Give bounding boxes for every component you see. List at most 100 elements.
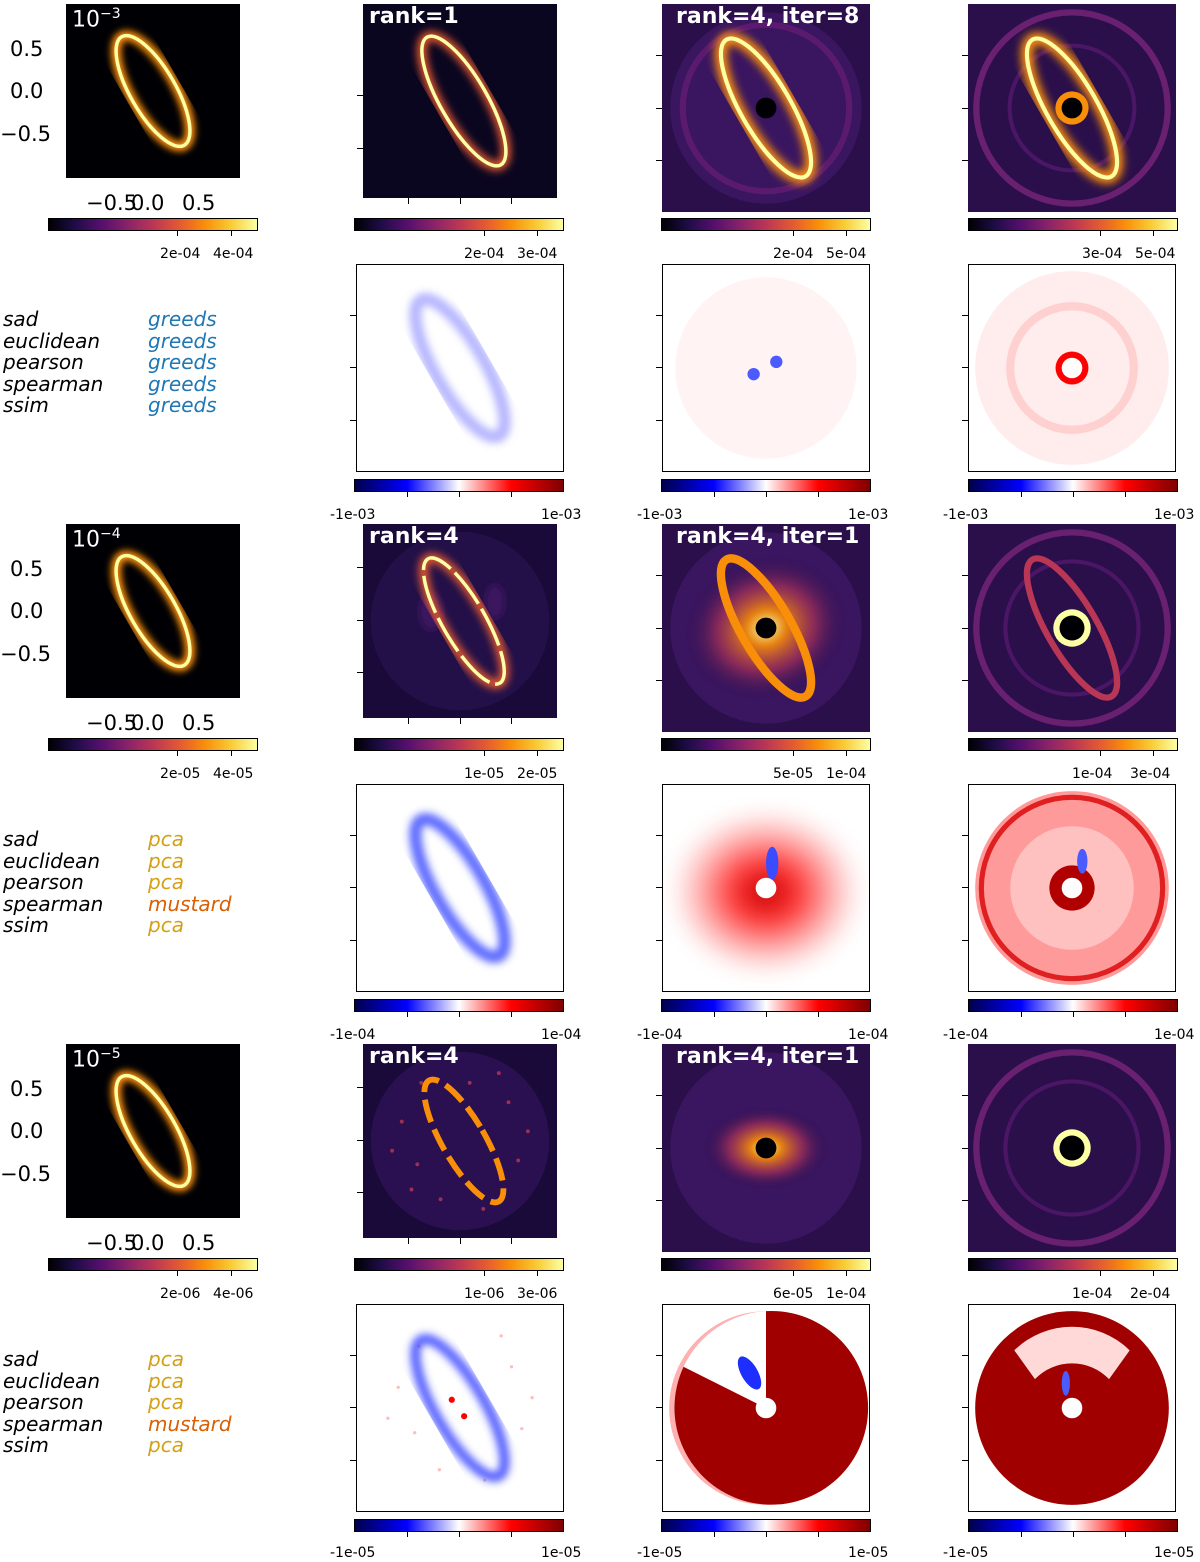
colorbar-tick-label: 1e-04 bbox=[1072, 1286, 1113, 1302]
winner-legend: greeds greeds greeds greeds greeds bbox=[148, 307, 217, 417]
residual-mustard-row0 bbox=[662, 264, 870, 472]
colorbar-tick-label: 1e-03 bbox=[1154, 507, 1195, 523]
colorbar-tick-label: -1e-03 bbox=[943, 507, 989, 523]
winner-legend: pca pca pca mustard pca bbox=[148, 827, 232, 937]
y-tick-label: −0.5 bbox=[0, 642, 51, 666]
colorbar-col3 bbox=[661, 1258, 871, 1276]
y-tick-label: −0.5 bbox=[0, 122, 51, 146]
x-tick-label: 0.5 bbox=[182, 711, 216, 735]
colorbar-tick-label: 1e-04 bbox=[541, 1027, 582, 1043]
residual-greeds-row1 bbox=[356, 784, 564, 992]
y-tick-label: 0.0 bbox=[10, 599, 44, 623]
y-tick-label: 0.5 bbox=[10, 37, 44, 61]
x-tick-label: 0.0 bbox=[131, 711, 165, 735]
x-tick-label: −0.5 bbox=[86, 1231, 137, 1255]
residual-colorbar bbox=[661, 1519, 871, 1537]
colorbar-tick-label: 5e-05 bbox=[773, 766, 814, 782]
x-tick-label: 0.5 bbox=[182, 191, 216, 215]
greeds-rank4-image-row1: rank=4 bbox=[363, 524, 557, 718]
colorbar-tick-label: -1e-04 bbox=[637, 1027, 683, 1043]
residual-mustard-row2 bbox=[662, 1304, 870, 1512]
colorbar-tick-label: 1e-05 bbox=[848, 1545, 889, 1561]
colorbar-tick-label: -1e-05 bbox=[637, 1545, 683, 1561]
colorbar-tick-label: -1e-04 bbox=[330, 1027, 376, 1043]
truth-colorbar bbox=[48, 218, 258, 236]
greeds-rank4-image-row2: rank=4 bbox=[363, 1044, 557, 1238]
colorbar-tick-label: 2e-04 bbox=[160, 246, 201, 262]
contrast-label: 10−4 bbox=[72, 526, 121, 553]
panel-title: rank=4 bbox=[369, 1044, 459, 1069]
colorbar-tick-label: 2e-05 bbox=[517, 766, 558, 782]
truth-colorbar bbox=[48, 1258, 258, 1276]
residual-pca-row1 bbox=[968, 784, 1176, 992]
y-tick-label: 0.5 bbox=[10, 557, 44, 581]
disk-ring bbox=[110, 1070, 196, 1192]
metric-legend: sad euclidean pearson spearman ssim bbox=[3, 827, 104, 937]
colorbar-tick-label: 6e-05 bbox=[773, 1286, 814, 1302]
disk-ring bbox=[370, 1051, 550, 1231]
colorbar-tick-label: 1e-05 bbox=[541, 1545, 582, 1561]
colorbar-col4 bbox=[968, 738, 1178, 756]
residual-colorbar bbox=[968, 1519, 1178, 1537]
colorbar-tick-label: -1e-03 bbox=[330, 507, 376, 523]
panel-title: rank=4 bbox=[369, 524, 459, 549]
residual-colorbar bbox=[661, 999, 871, 1017]
colorbar-tick-label: 1e-04 bbox=[826, 1286, 867, 1302]
residual-colorbar bbox=[968, 479, 1178, 497]
colorbar-tick-label: 1e-04 bbox=[1154, 1027, 1195, 1043]
residual-pca-row0 bbox=[968, 264, 1176, 472]
residual-mustard-row1 bbox=[662, 784, 870, 992]
panel-title: rank=1 bbox=[369, 4, 459, 29]
colorbar-tick-label: 2e-04 bbox=[464, 246, 505, 262]
colorbar-tick-label: -1e-03 bbox=[637, 507, 683, 523]
disk-ring bbox=[370, 531, 550, 711]
colorbar-col3 bbox=[661, 218, 871, 236]
colorbar-tick-label: -1e-04 bbox=[943, 1027, 989, 1043]
colorbar-tick-label: 1e-04 bbox=[848, 1027, 889, 1043]
residual-colorbar bbox=[661, 479, 871, 497]
contrast-label: 10−5 bbox=[72, 1046, 121, 1073]
disk-ring bbox=[973, 1049, 1171, 1247]
x-tick-label: 0.0 bbox=[131, 1231, 165, 1255]
panel-title: rank=4, iter=1 bbox=[676, 524, 860, 549]
x-tick-label: 0.5 bbox=[182, 1231, 216, 1255]
panel-title: rank=4, iter=1 bbox=[676, 1044, 860, 1069]
colorbar-tick-label: 1e-04 bbox=[826, 766, 867, 782]
disk-ring bbox=[670, 12, 862, 204]
disk-ring bbox=[417, 31, 511, 171]
colorbar-col2 bbox=[354, 218, 564, 236]
colorbar-tick-label: 2e-06 bbox=[160, 1286, 201, 1302]
colorbar-tick-label: 1e-03 bbox=[541, 507, 582, 523]
colorbar-tick-label: 4e-04 bbox=[213, 246, 254, 262]
colorbar-tick-label: 1e-05 bbox=[1154, 1545, 1195, 1561]
truth-image-row1: 10−4 bbox=[66, 524, 240, 698]
truth-image-row2: 10−5 bbox=[66, 1044, 240, 1218]
contrast-label: 10−3 bbox=[72, 6, 121, 33]
colorbar-tick-label: 3e-04 bbox=[1082, 246, 1123, 262]
residual-pca-row2 bbox=[968, 1304, 1176, 1512]
y-tick-label: −0.5 bbox=[0, 1162, 51, 1186]
colorbar-tick-label: 1e-06 bbox=[464, 1286, 505, 1302]
colorbar-col3 bbox=[661, 738, 871, 756]
colorbar-tick-label: 1e-04 bbox=[1072, 766, 1113, 782]
truth-image-row0: 10−3 bbox=[66, 4, 240, 178]
residual-greeds-row0 bbox=[356, 264, 564, 472]
colorbar-tick-label: 3e-06 bbox=[517, 1286, 558, 1302]
colorbar-tick-label: 2e-04 bbox=[773, 246, 814, 262]
mustard-image-row2: rank=4, iter=1 bbox=[662, 1044, 870, 1252]
colorbar-col2 bbox=[354, 1258, 564, 1276]
colorbar-tick-label: -1e-05 bbox=[943, 1545, 989, 1561]
colorbar-tick-label: 1e-03 bbox=[848, 507, 889, 523]
residual-colorbar bbox=[968, 999, 1178, 1017]
disk-ring bbox=[110, 550, 196, 672]
mustard-image-row0: rank=4, iter=8 bbox=[662, 4, 870, 212]
disk-ring bbox=[670, 1052, 862, 1244]
colorbar-tick-label: 3e-04 bbox=[1130, 766, 1171, 782]
colorbar-col2 bbox=[354, 738, 564, 756]
winner-legend: pca pca pca mustard pca bbox=[148, 1347, 232, 1457]
pca-image-row0 bbox=[968, 4, 1176, 212]
greeds-rank1-image: rank=1 bbox=[363, 4, 557, 198]
pca-image-row1 bbox=[968, 524, 1176, 732]
y-tick-label: 0.0 bbox=[10, 1119, 44, 1143]
pca-image-row2 bbox=[968, 1044, 1176, 1252]
